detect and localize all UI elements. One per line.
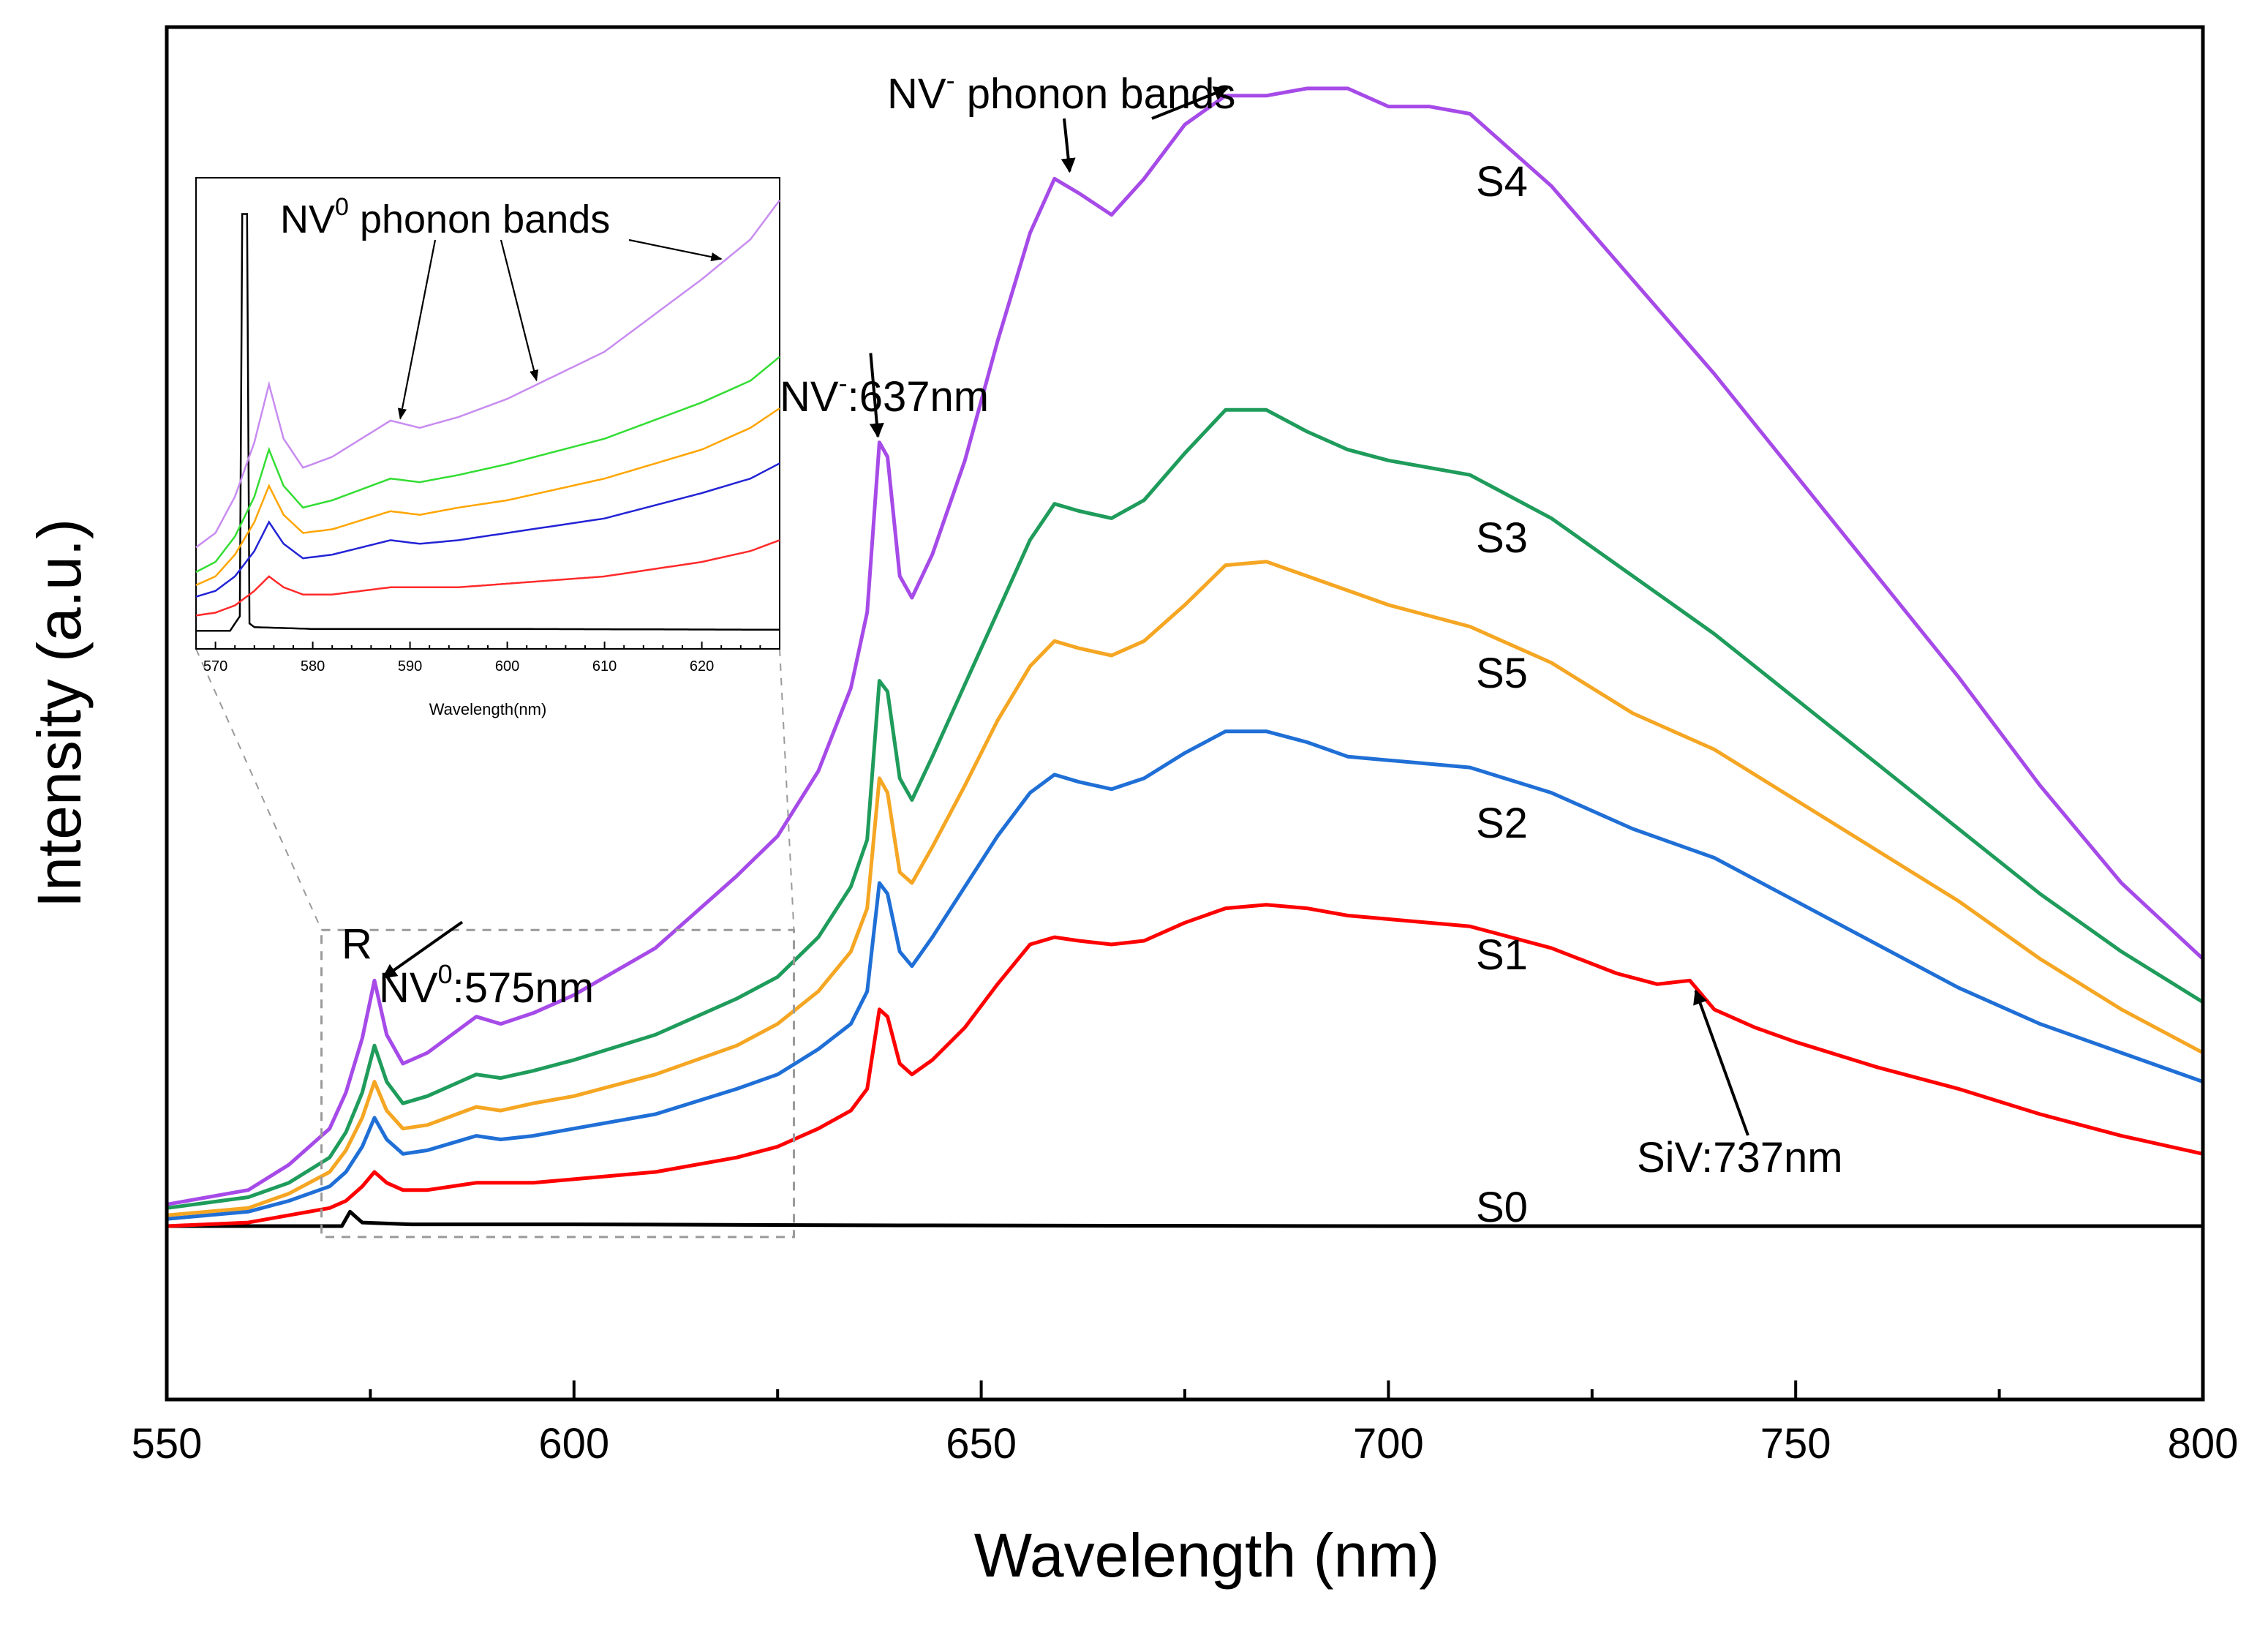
inset-plot: 570 580 590 600 610 620 Wavelength(nm) NV0 ph… <box>195 177 781 718</box>
x-axis-ticks: 550 600 650 700 750 800 <box>132 1380 2239 1468</box>
inset-x-ticks: 570 580 590 600 610 620 <box>195 642 780 675</box>
inset-series-s3-line <box>195 356 780 574</box>
inset-nv0-rest: phonon bands <box>349 198 610 241</box>
label-s2: S2 <box>1476 800 1528 847</box>
series-s5-line <box>166 560 2204 1217</box>
inset-connector-right <box>779 648 795 931</box>
series-s0-line <box>167 1209 2203 1228</box>
arrow-nvm-phonon-2 <box>1151 86 1229 120</box>
inset-nv0-phonon-annotation: NV0 phonon bands <box>280 193 723 420</box>
inset-x-tick-label-590: 590 <box>398 658 422 675</box>
inset-x-tick-label-580: 580 <box>301 658 325 675</box>
annotation-nv0-575: NV0:575nm <box>379 959 594 1012</box>
nvmph-base: NV <box>887 70 946 118</box>
inset-series-s4-line <box>195 199 781 549</box>
arrow-nv0-575 <box>382 920 464 979</box>
inset-range-box <box>320 928 795 1239</box>
label-s3: S3 <box>1476 514 1528 562</box>
inset-series-s5-line <box>195 407 780 586</box>
nvm637-sup: - <box>839 368 848 398</box>
inset-arrow-1 <box>397 239 437 420</box>
x-tick-label-700: 700 <box>1353 1420 1424 1468</box>
inset-x-tick-label-600: 600 <box>495 658 519 675</box>
annotation-siv-737: SiV:737nm <box>1637 1134 1843 1181</box>
inset-x-axis-label: Wavelength(nm) <box>429 700 547 718</box>
nv0-sup: 0 <box>438 959 453 989</box>
x-tick-label-600: 600 <box>538 1420 609 1468</box>
inset-x-tick-label-620: 620 <box>690 658 714 675</box>
x-tick-label-550: 550 <box>132 1420 203 1468</box>
x-tick-label-800: 800 <box>2168 1420 2239 1468</box>
series-s1-line <box>166 903 2204 1228</box>
label-s4: S4 <box>1476 158 1528 206</box>
inset-nv0-phonon-label: NV0 phonon bands <box>280 193 610 241</box>
nvmph-sup: - <box>946 65 955 95</box>
curve-labels: S4 S3 S5 S2 S1 S0 <box>1476 158 1528 1231</box>
y-axis-title: Intensity (a.u.) <box>25 519 94 908</box>
annotation-r: R <box>342 920 372 968</box>
main-curves <box>166 86 2204 1228</box>
nvm637-base: NV <box>780 373 839 421</box>
label-s0: S0 <box>1476 1184 1528 1231</box>
nvm637-rest: :637nm <box>848 373 989 421</box>
annotation-nvm-637: NV-:637nm <box>780 368 989 421</box>
inset-frame <box>195 177 780 650</box>
inset-series-s0-line <box>196 213 780 632</box>
inset-series-s1-line <box>195 539 780 617</box>
x-tick-label-650: 650 <box>946 1420 1017 1468</box>
annotation-nvm-phonon-bands: NV- phonon bands <box>887 65 1235 118</box>
inset-arrow-2 <box>500 239 539 382</box>
inset-x-tick-label-610: 610 <box>592 658 617 675</box>
inset-x-tick-label-570: 570 <box>203 658 227 675</box>
inset-nv0-base: NV <box>280 198 335 241</box>
annotation-arrows <box>382 86 1749 1136</box>
nvmph-rest: phonon bands <box>955 70 1236 118</box>
x-tick-label-750: 750 <box>1760 1420 1831 1468</box>
nv0-base: NV <box>379 964 438 1012</box>
inset-series-s2-line <box>195 462 780 598</box>
inset-nv0-sup: 0 <box>335 193 349 221</box>
series-s4-line <box>166 86 2204 1206</box>
label-s5: S5 <box>1476 650 1528 697</box>
arrow-nvm-phonon-1 <box>1060 118 1076 173</box>
arrow-nvm-637 <box>869 353 884 438</box>
nv0-rest: :575nm <box>453 964 594 1012</box>
x-axis-title: Wavelength (nm) <box>974 1521 1439 1590</box>
series-s2-line <box>166 729 2204 1221</box>
arrow-siv-737 <box>1693 989 1749 1136</box>
inset-arrow-3 <box>628 238 723 262</box>
series-s3-line <box>166 407 2204 1210</box>
label-s1: S1 <box>1476 931 1528 979</box>
inset-curves <box>195 199 781 632</box>
